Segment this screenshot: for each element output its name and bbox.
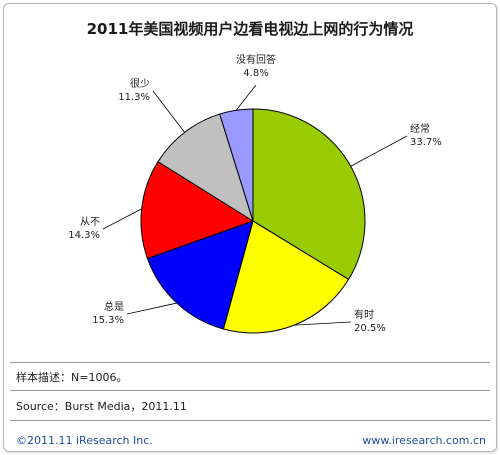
leader-line-6 [235,84,257,111]
leader-line-1 [350,135,408,167]
website-link[interactable]: www.iresearch.com.cn [362,434,486,447]
leader-line-5 [152,90,185,133]
slice-label-5: 很少 [130,77,150,90]
slice-value-2: 20.5% [354,323,386,334]
slice-label-4: 从不 [80,217,100,228]
leader-line-4 [102,208,142,230]
leader-line-2 [294,321,352,326]
pie-slice-5 [157,113,254,223]
slice-value-6: 4.8% [243,68,268,79]
leader-line-3 [126,302,177,315]
source-note: Source：Burst Media，2011.11 [16,400,187,413]
pie-slice-2 [222,220,350,334]
chart-title: 2011年美国视频用户边看电视边上网的行为情况 [86,20,414,38]
slice-value-5: 11.3% [118,92,150,103]
pie-chart: 经常 33.7% 有时 20.5% 总是 15.3% 从不 14.3% 很少 11.3% 没有回答 4… [68,53,442,334]
slice-label-3: 总是 [104,300,124,313]
slice-value-4: 14.3% [68,230,100,241]
slice-value-1: 33.7% [410,137,442,148]
slice-value-3: 15.3% [92,315,124,326]
divider-middle [10,390,490,391]
chart-frame: 2011年美国视频用户边看电视边上网的行为情况 经常 33.7% 有时 20.5% 总是… [3,3,497,452]
pie-slice-6 [219,108,254,222]
slice-label-6: 没有回答 [236,53,276,66]
divider-top [10,362,490,363]
pie-slice-1 [252,108,366,281]
slice-label-1: 经常 [410,122,430,135]
pie-slice-3 [146,220,254,330]
divider-bottom [10,420,490,421]
copyright-text: ©2011.11 iResearch Inc. [16,434,153,447]
sample-note: 样本描述：N=1006。 [16,371,128,384]
slice-label-2: 有时 [354,308,374,321]
